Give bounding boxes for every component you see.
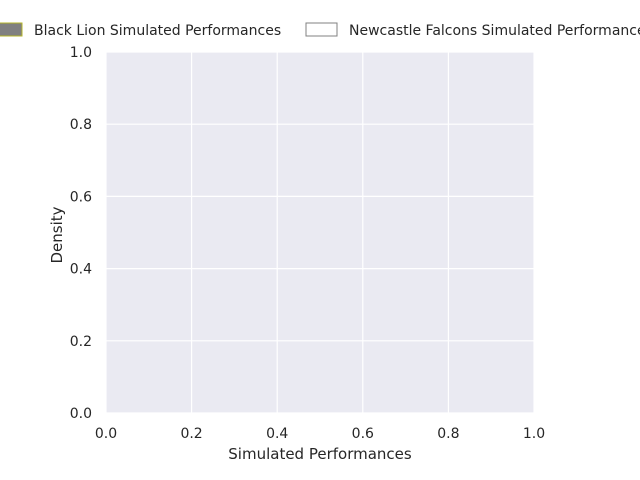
grid-lines	[105, 51, 535, 414]
x-axis-ticks: 0.0 0.2 0.4 0.6 0.8 1.0	[95, 426, 545, 442]
x-tick-label: 0.8	[437, 426, 459, 442]
legend: Black Lion Simulated Performances Newcas…	[0, 22, 640, 39]
legend-label-black-lion: Black Lion Simulated Performances	[34, 23, 281, 39]
x-axis-label: Simulated Performances	[228, 445, 412, 463]
y-axis-ticks: 0.0 0.2 0.4 0.6 0.8 1.0	[70, 45, 92, 422]
y-tick-label: 0.8	[70, 117, 92, 133]
x-tick-label: 0.0	[95, 426, 117, 442]
x-tick-label: 0.2	[180, 426, 202, 442]
x-tick-label: 1.0	[523, 426, 545, 442]
x-tick-label: 0.4	[266, 426, 288, 442]
y-tick-label: 0.4	[70, 262, 92, 278]
y-axis-label: Density	[48, 206, 66, 263]
x-tick-label: 0.6	[352, 426, 374, 442]
y-tick-label: 0.0	[70, 406, 92, 422]
y-tick-label: 1.0	[70, 45, 92, 61]
y-tick-label: 0.6	[70, 189, 92, 205]
plot-background	[106, 52, 534, 413]
legend-label-newcastle-falcons: Newcastle Falcons Simulated Performances	[349, 23, 640, 39]
legend-swatch-newcastle-falcons	[305, 22, 338, 37]
y-tick-label: 0.2	[70, 334, 92, 350]
legend-swatch-black-lion	[0, 22, 23, 37]
